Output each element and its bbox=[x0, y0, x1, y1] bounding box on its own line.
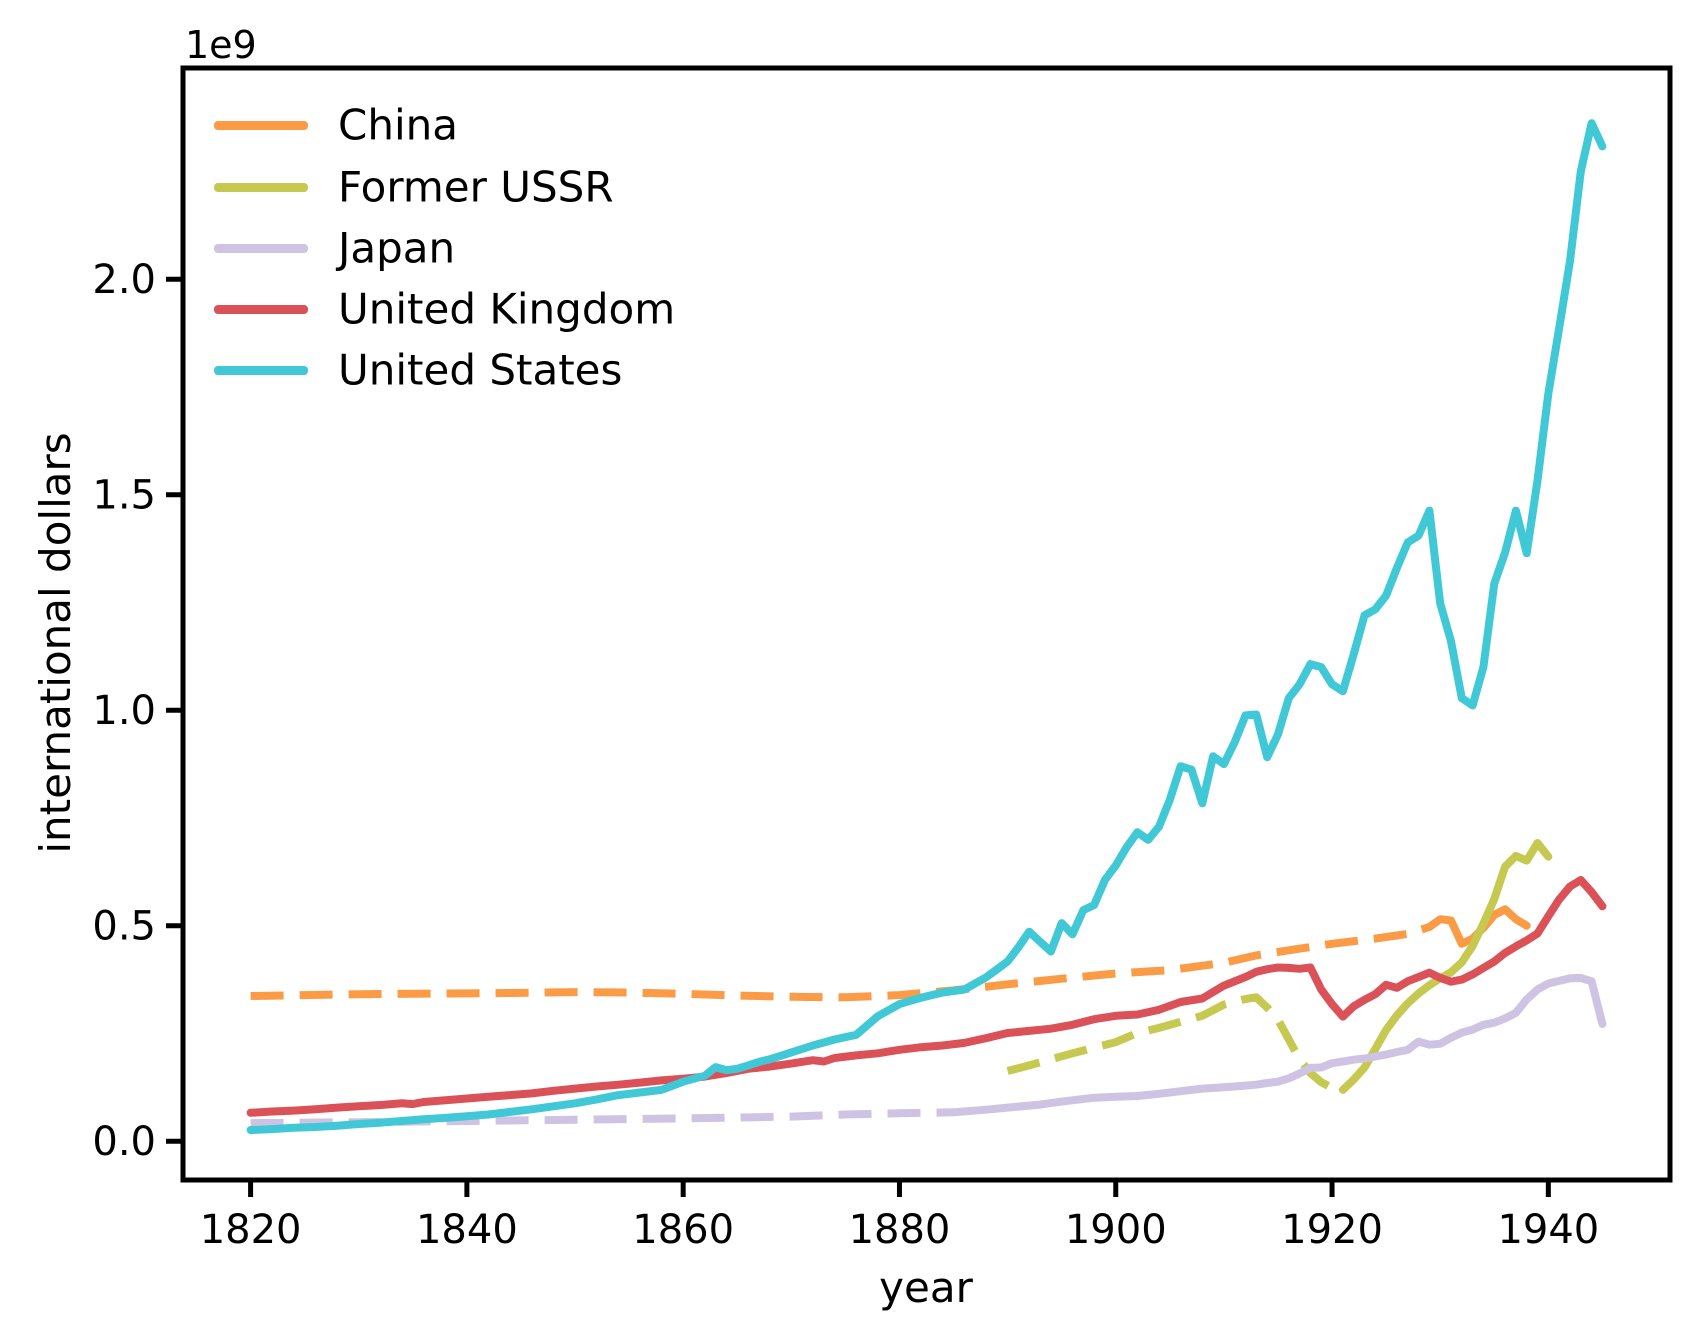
x-tick-label: 1820 bbox=[200, 1207, 302, 1253]
y-tick-label: 0.5 bbox=[92, 904, 156, 950]
series-line-japan-solid bbox=[949, 973, 1607, 1117]
y-axis-offset-text: 1e9 bbox=[185, 23, 257, 67]
y-axis-label: international dollars bbox=[31, 432, 80, 853]
y-tick-label: 1.5 bbox=[92, 473, 156, 519]
plot-frame bbox=[180, 65, 1673, 1183]
x-tick-label: 1900 bbox=[1065, 1207, 1167, 1253]
x-tick-label: 1920 bbox=[1281, 1207, 1383, 1253]
x-tick-label: 1940 bbox=[1497, 1207, 1599, 1253]
series-line-united-states-solid bbox=[246, 119, 1607, 1134]
series-line-former-ussr-solid bbox=[1338, 839, 1553, 1094]
y-tick-label: 2.0 bbox=[92, 257, 156, 303]
series-line-china-dashed bbox=[250, 923, 1431, 1002]
plot-spines bbox=[180, 65, 1673, 1183]
series-lines bbox=[246, 119, 1607, 1134]
y-tick-label: 0.0 bbox=[92, 1119, 156, 1165]
x-axis-label: year bbox=[879, 1263, 973, 1312]
x-tick-label: 1840 bbox=[416, 1207, 518, 1253]
axis-ticks: 1820 1840 1860 1880 1900 1920 1940 0.0 0.5 1.0 1.5… bbox=[92, 257, 1599, 1253]
x-tick-label: 1880 bbox=[849, 1207, 951, 1253]
x-tick-label: 1860 bbox=[632, 1207, 734, 1253]
y-tick-label: 1.0 bbox=[92, 688, 156, 734]
series-line-united-kingdom-solid bbox=[246, 876, 1607, 1117]
